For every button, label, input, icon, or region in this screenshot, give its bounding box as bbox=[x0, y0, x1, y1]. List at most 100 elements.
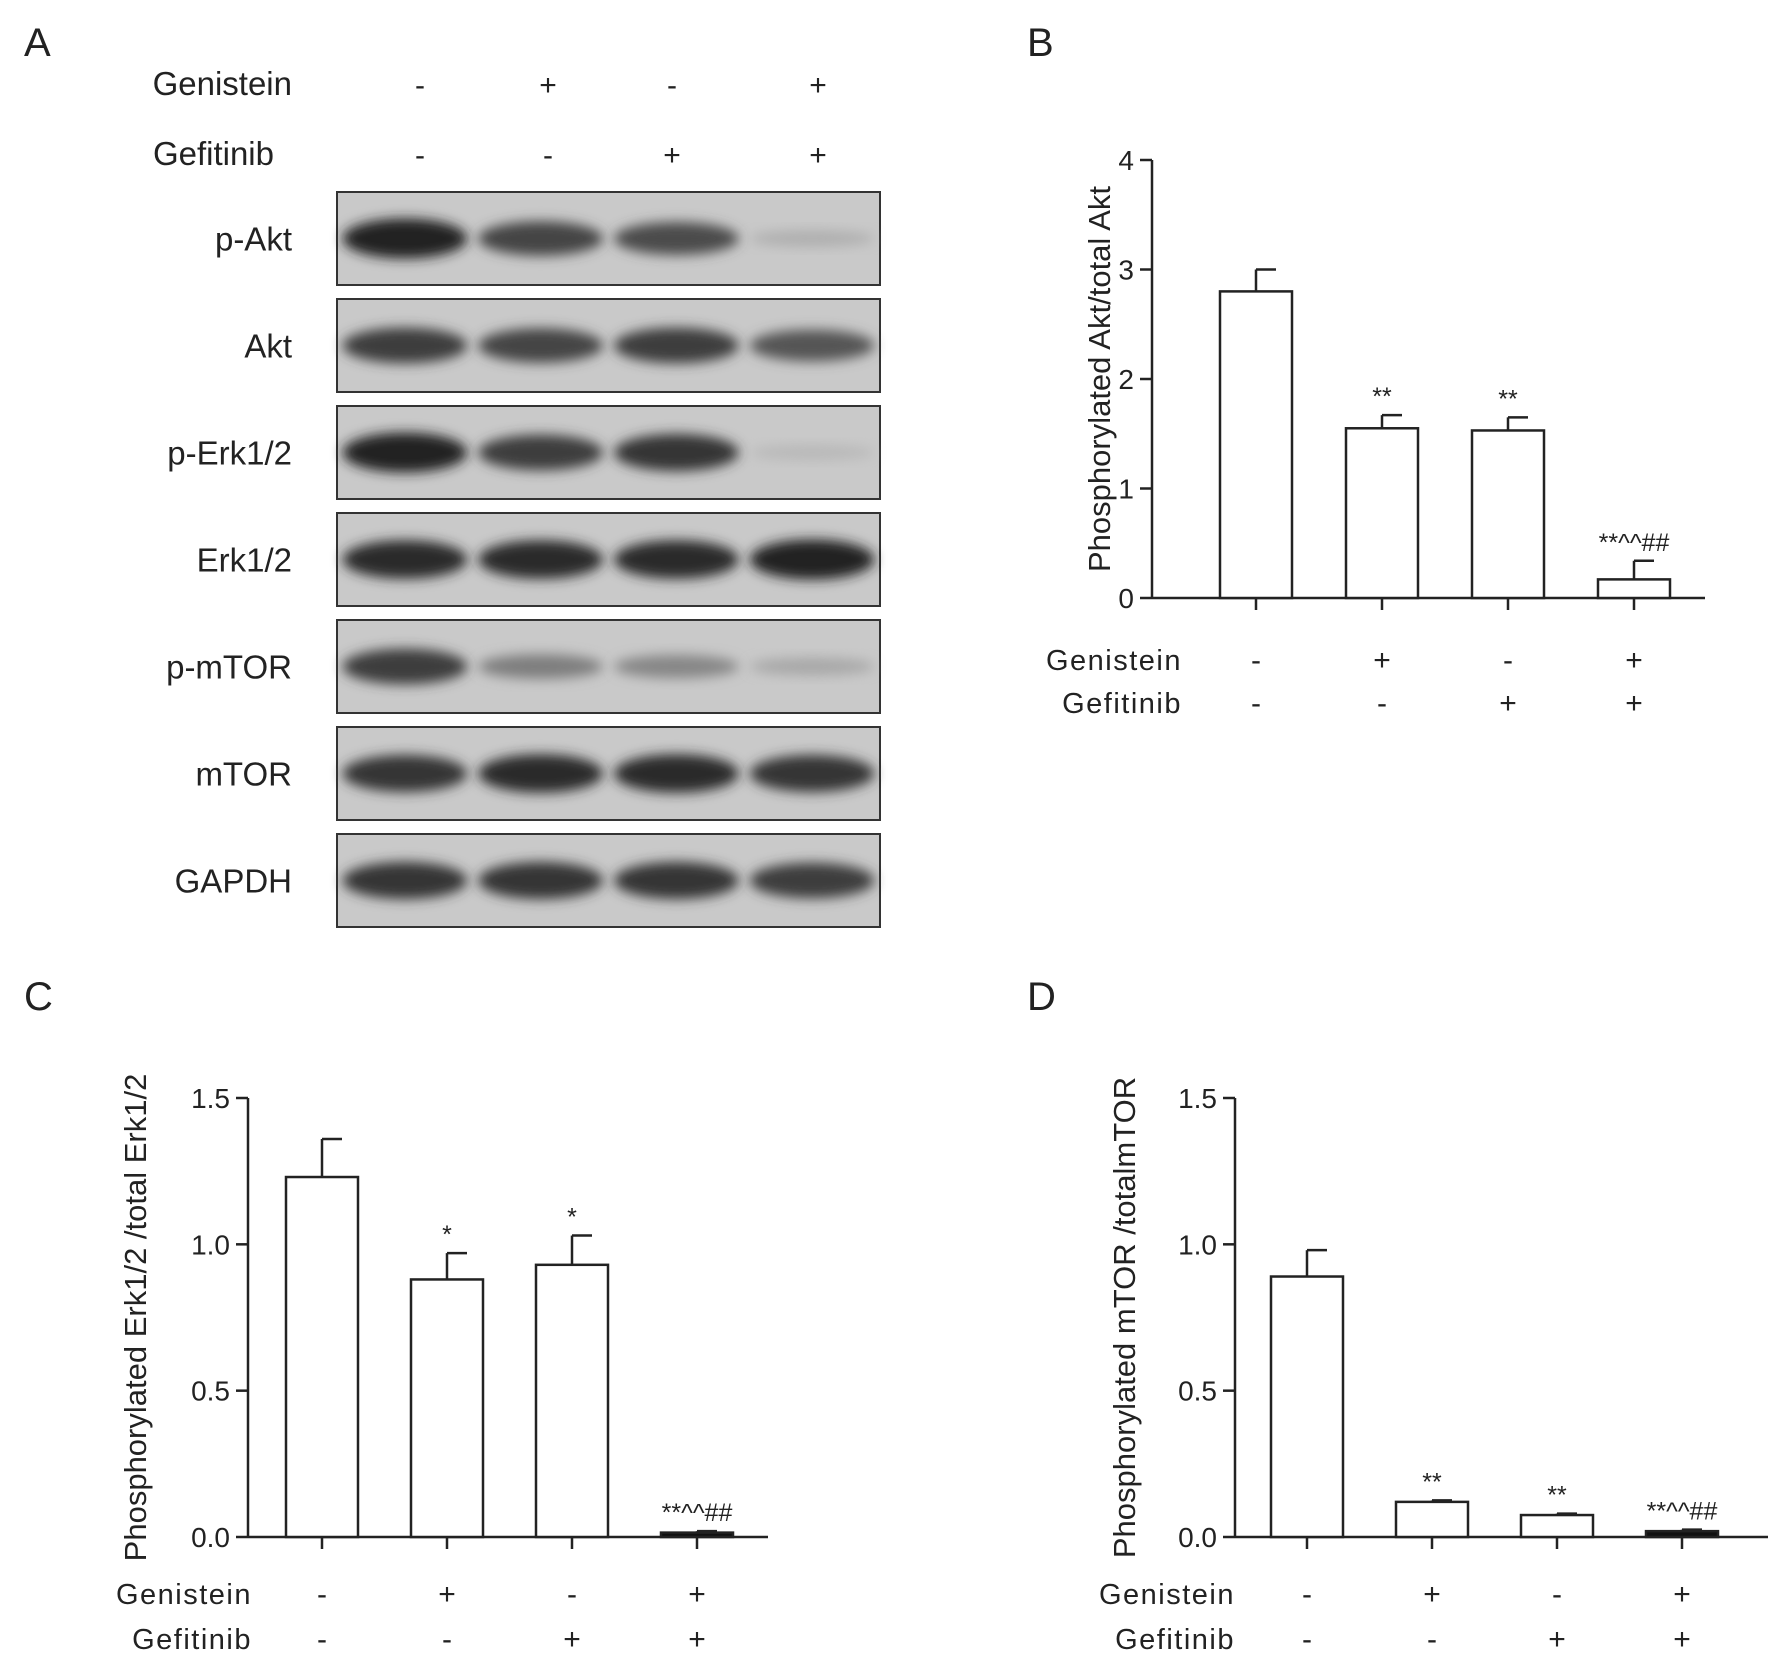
condition-sign: - bbox=[1302, 1578, 1312, 1611]
y-tick-label: 1 bbox=[1118, 474, 1134, 505]
panel-letter-a: A bbox=[24, 21, 51, 65]
condition-sign: - bbox=[1503, 644, 1513, 677]
significance-annotation: ** bbox=[1498, 385, 1518, 413]
bar bbox=[1218, 290, 1294, 600]
y-axis-label: Phosphorylated Akt/total Akt bbox=[1082, 186, 1117, 572]
blot-condition-label-genistein: Genistein bbox=[153, 65, 292, 102]
condition-label-genistein: Genistein bbox=[116, 1579, 252, 1611]
condition-sign: + bbox=[563, 1623, 581, 1656]
blot-label: p-Akt bbox=[215, 221, 292, 258]
condition-sign: - bbox=[317, 1578, 327, 1611]
blot-sign-gefitinib-2: - bbox=[543, 139, 553, 172]
blot-band-lane-2 bbox=[478, 434, 604, 471]
blot-label: GAPDH bbox=[175, 863, 292, 900]
blot-band-lane-3 bbox=[613, 754, 739, 793]
bar-group-2: ** bbox=[1344, 383, 1420, 610]
significance-annotation: ** bbox=[1547, 1482, 1567, 1510]
condition-label-gefitinib: Gefitinib bbox=[1062, 688, 1182, 720]
blot-rows: p-Akt Akt p-Erk1/2 Erk1/2 p-mTOR mTOR GAPDH bbox=[166, 191, 881, 928]
y-tick-label: 1.0 bbox=[1178, 1229, 1217, 1260]
condition-sign: + bbox=[1548, 1623, 1566, 1656]
panel-letter-c: C bbox=[24, 975, 53, 1019]
condition-label-gefitinib: Gefitinib bbox=[1115, 1624, 1235, 1656]
blot-band-lane-4 bbox=[749, 230, 875, 247]
condition-sign: - bbox=[1427, 1623, 1437, 1656]
bar-group-4: **^^## bbox=[659, 1499, 735, 1549]
blot-sign-gefitinib-4: + bbox=[809, 139, 827, 172]
bar-group-1 bbox=[284, 1137, 360, 1549]
blot-band-lane-2 bbox=[478, 221, 604, 256]
y-axis-label: Phosphorylated mTOR /totalmTOR bbox=[1107, 1077, 1142, 1558]
condition-sign: - bbox=[567, 1578, 577, 1611]
condition-label-genistein: Genistein bbox=[1099, 1579, 1235, 1611]
blot-sign-genistein-4: + bbox=[809, 69, 827, 102]
y-tick-label: 4 bbox=[1118, 145, 1134, 176]
y-tick-label: 0.0 bbox=[1178, 1522, 1217, 1553]
condition-sign: + bbox=[438, 1578, 456, 1611]
blot-band-lane-2 bbox=[478, 328, 604, 363]
condition-sign: - bbox=[1302, 1623, 1312, 1656]
blot-band-lane-1 bbox=[342, 327, 468, 364]
condition-sign: + bbox=[1373, 644, 1391, 677]
blot-row-p-erk1-2: p-Erk1/2 bbox=[167, 405, 881, 500]
blot-band-lane-2 bbox=[478, 754, 604, 793]
bar bbox=[1470, 429, 1546, 600]
blot-band-lane-3 bbox=[613, 222, 739, 255]
blot-band-lane-1 bbox=[342, 754, 468, 793]
western-blot-panel: Genistein Gefitinib - + - + - - + + p-Akt Akt p-E… bbox=[153, 65, 881, 928]
blot-band-lane-3 bbox=[613, 540, 739, 579]
blot-band-lane-3 bbox=[613, 654, 739, 679]
blot-band-lane-4 bbox=[749, 445, 875, 460]
blot-sign-gefitinib-3: + bbox=[663, 139, 681, 172]
condition-sign: - bbox=[1251, 644, 1261, 677]
panel-letter-d: D bbox=[1027, 975, 1056, 1019]
condition-sign: + bbox=[688, 1578, 706, 1611]
y-tick-label: 1.0 bbox=[191, 1229, 230, 1260]
bar bbox=[1269, 1275, 1345, 1539]
bar bbox=[409, 1278, 485, 1539]
blot-band-lane-4 bbox=[749, 539, 875, 580]
blot-band-lane-4 bbox=[749, 862, 875, 899]
condition-sign: + bbox=[1423, 1578, 1441, 1611]
y-axis-label: Phosphorylated Erk1/2 /total Erk1/2 bbox=[118, 1074, 153, 1562]
bar bbox=[1394, 1500, 1470, 1539]
blot-sign-genistein-2: + bbox=[539, 69, 557, 102]
blot-band-lane-4 bbox=[749, 329, 875, 362]
blot-band-lane-2 bbox=[478, 861, 604, 900]
blot-band-lane-4 bbox=[749, 754, 875, 793]
blot-label: Erk1/2 bbox=[197, 542, 292, 579]
blot-band-lane-1 bbox=[342, 648, 468, 685]
bar bbox=[659, 1531, 735, 1539]
y-tick-label: 1.5 bbox=[1178, 1083, 1217, 1114]
blot-band-lane-3 bbox=[613, 327, 739, 364]
blot-row-p-mtor: p-mTOR bbox=[166, 619, 881, 714]
blot-row-akt: Akt bbox=[244, 298, 881, 393]
blot-band-lane-3 bbox=[613, 433, 739, 472]
bar bbox=[1519, 1513, 1595, 1539]
condition-sign: + bbox=[1625, 687, 1643, 720]
significance-annotation: * bbox=[567, 1204, 577, 1232]
blot-label: p-Erk1/2 bbox=[167, 435, 292, 472]
y-tick-label: 1.5 bbox=[191, 1083, 230, 1114]
condition-label-genistein: Genistein bbox=[1046, 645, 1182, 677]
blot-band-lane-1 bbox=[342, 540, 468, 579]
condition-sign: + bbox=[1625, 644, 1643, 677]
blot-row-p-akt: p-Akt bbox=[215, 191, 881, 286]
y-tick-label: 0.5 bbox=[191, 1376, 230, 1407]
bar-group-4: **^^## bbox=[1596, 529, 1672, 610]
bar bbox=[534, 1263, 610, 1539]
blot-row-gapdh: GAPDH bbox=[175, 833, 881, 928]
bar-group-2: ** bbox=[1394, 1468, 1470, 1549]
blot-label: mTOR bbox=[195, 756, 292, 793]
bar bbox=[1596, 578, 1672, 600]
bar-group-1 bbox=[1218, 268, 1294, 610]
condition-sign: - bbox=[442, 1623, 452, 1656]
bar-group-1 bbox=[1269, 1248, 1345, 1549]
blot-row-mtor: mTOR bbox=[195, 726, 881, 821]
blot-condition-signs: - + - + - - + + bbox=[415, 69, 827, 172]
chart-c-erk: 0.0 0.5 1.0 1.5 Phosphorylated Erk1/2 /total… bbox=[116, 1074, 768, 1656]
bar bbox=[284, 1175, 360, 1539]
panel-letter-b: B bbox=[1027, 21, 1054, 65]
chart-d-mtor: 0.0 0.5 1.0 1.5 Phosphorylated mTOR /totalmT… bbox=[1099, 1077, 1768, 1656]
